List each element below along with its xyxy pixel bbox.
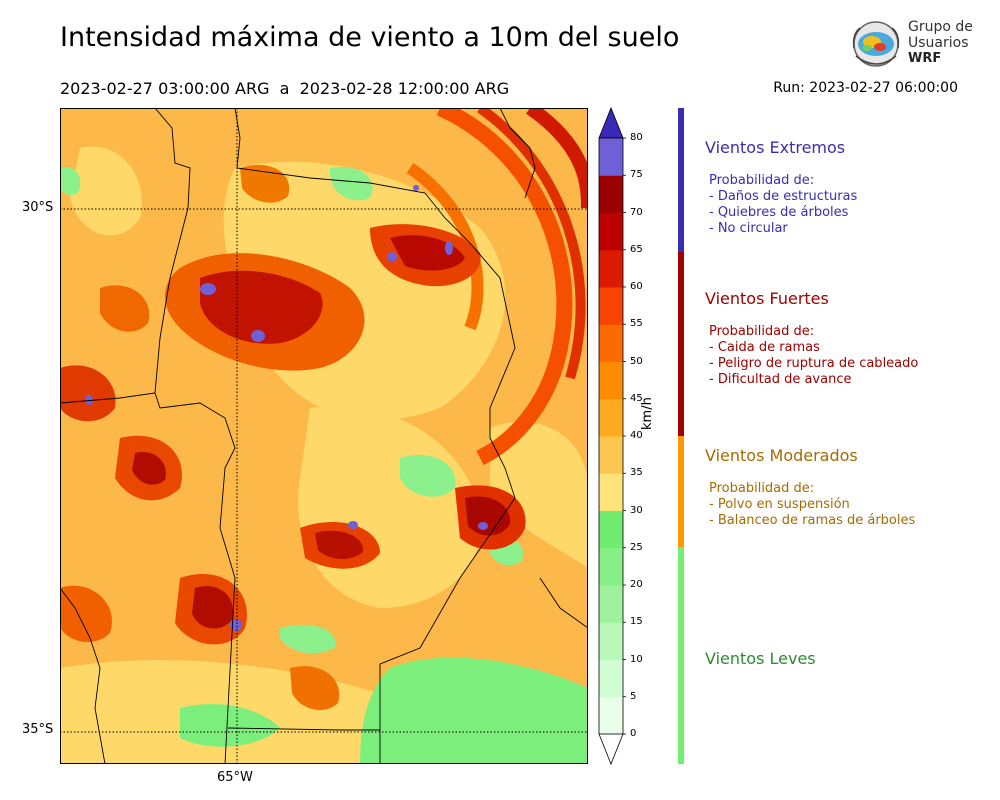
lat-label-30s: 30°S bbox=[22, 200, 54, 215]
colorbar-band bbox=[599, 696, 623, 735]
colorbar-band bbox=[599, 436, 623, 474]
run-time: Run: 2023-02-27 06:00:00 bbox=[773, 80, 958, 96]
colorbar-band bbox=[599, 622, 623, 660]
category-title: Vientos Moderados bbox=[705, 446, 858, 465]
category-leves: Vientos Leves bbox=[705, 649, 985, 668]
logo-text-line3: WRF bbox=[908, 51, 942, 66]
colorbar-unit-label: km/h bbox=[640, 397, 655, 430]
colorbar-band bbox=[599, 324, 623, 362]
globe-icon bbox=[852, 21, 900, 67]
category-line: Probabilidad de: bbox=[709, 481, 815, 496]
colorbar-tick-label: 5 bbox=[630, 690, 637, 702]
wind-intensity-map bbox=[60, 108, 588, 764]
grupo-usuarios-wrf-logo: Grupo de Usuarios WRF bbox=[848, 16, 978, 74]
category-title: Vientos Extremos bbox=[705, 138, 846, 157]
colorbar-extend-bottom bbox=[598, 733, 624, 766]
category-line: - Quiebres de árboles bbox=[709, 205, 849, 220]
colorbar-tick-label: 75 bbox=[630, 169, 643, 181]
colorbar-tick-label: 70 bbox=[630, 206, 643, 218]
colorbar-band bbox=[599, 138, 623, 176]
category-line: - Daños de estructuras bbox=[709, 189, 858, 204]
colorbar-tick-label: 25 bbox=[630, 541, 643, 553]
lat-label-35s: 35°S bbox=[22, 722, 54, 737]
category-line: - Dificultad de avance bbox=[709, 372, 852, 387]
colorbar-tick-label: 0 bbox=[630, 728, 637, 739]
category-extremos: Vientos Extremos Probabilidad de: - Daño… bbox=[705, 138, 985, 237]
colorbar-band bbox=[599, 212, 623, 251]
chart-title: Intensidad máxima de viento a 10m del su… bbox=[60, 22, 680, 53]
category-moderados: Vientos Moderados Probabilidad de: - Pol… bbox=[705, 446, 985, 529]
colorbar-band bbox=[599, 659, 623, 698]
category-bar-moderados bbox=[678, 436, 684, 547]
colorbar-tick-label: 15 bbox=[630, 616, 643, 628]
colorbar-extend-top bbox=[598, 106, 624, 139]
colorbar-tick-label: 40 bbox=[630, 430, 643, 441]
logo-text-line2: Usuarios bbox=[908, 35, 969, 51]
category-title: Vientos Leves bbox=[705, 649, 816, 668]
colorbar-tick-label: 45 bbox=[630, 392, 643, 404]
colorbar-tick-label: 30 bbox=[630, 504, 643, 516]
logo-text-line1: Grupo de bbox=[908, 19, 973, 35]
wind-speed-colorbar bbox=[598, 106, 626, 766]
category-line: Probabilidad de: bbox=[709, 324, 815, 339]
category-line: Probabilidad de: bbox=[709, 173, 815, 188]
forecast-period: 2023-02-27 03:00:00 ARG a 2023-02-28 12:… bbox=[60, 79, 510, 98]
category-line: - Polvo en suspensión bbox=[709, 497, 850, 512]
colorbar-band bbox=[599, 547, 623, 586]
category-line: - Balanceo de ramas de árboles bbox=[709, 513, 916, 528]
colorbar-band bbox=[599, 585, 623, 623]
lon-label-65w: 65°W bbox=[217, 770, 253, 785]
category-fuertes: Vientos Fuertes Probabilidad de: - Caida… bbox=[705, 289, 985, 388]
colorbar-tick-label: 80 bbox=[630, 132, 643, 143]
colorbar-tick-label: 10 bbox=[630, 653, 643, 665]
colorbar-tick-label: 60 bbox=[630, 281, 643, 292]
colorbar-tick-label: 20 bbox=[630, 579, 643, 590]
category-bar-extremos bbox=[678, 108, 684, 252]
colorbar-band bbox=[599, 249, 623, 288]
colorbar-band bbox=[599, 287, 623, 325]
category-line: - Peligro de ruptura de cableado bbox=[709, 356, 919, 371]
category-bar-fuertes bbox=[678, 252, 684, 436]
category-line: - No circular bbox=[709, 221, 788, 236]
colorbar-tick-label: 50 bbox=[630, 355, 643, 367]
category-line: - Caida de ramas bbox=[709, 340, 820, 355]
category-title: Vientos Fuertes bbox=[705, 289, 829, 308]
colorbar-band bbox=[599, 175, 623, 213]
colorbar-band bbox=[599, 398, 623, 437]
category-bar-leves bbox=[678, 547, 684, 764]
colorbar-tick-label: 55 bbox=[630, 318, 643, 330]
colorbar-band bbox=[599, 473, 623, 511]
colorbar-tick-label: 35 bbox=[630, 467, 643, 479]
colorbar-band bbox=[599, 361, 623, 400]
colorbar-tick-label: 65 bbox=[630, 243, 643, 255]
colorbar-band bbox=[599, 510, 623, 549]
